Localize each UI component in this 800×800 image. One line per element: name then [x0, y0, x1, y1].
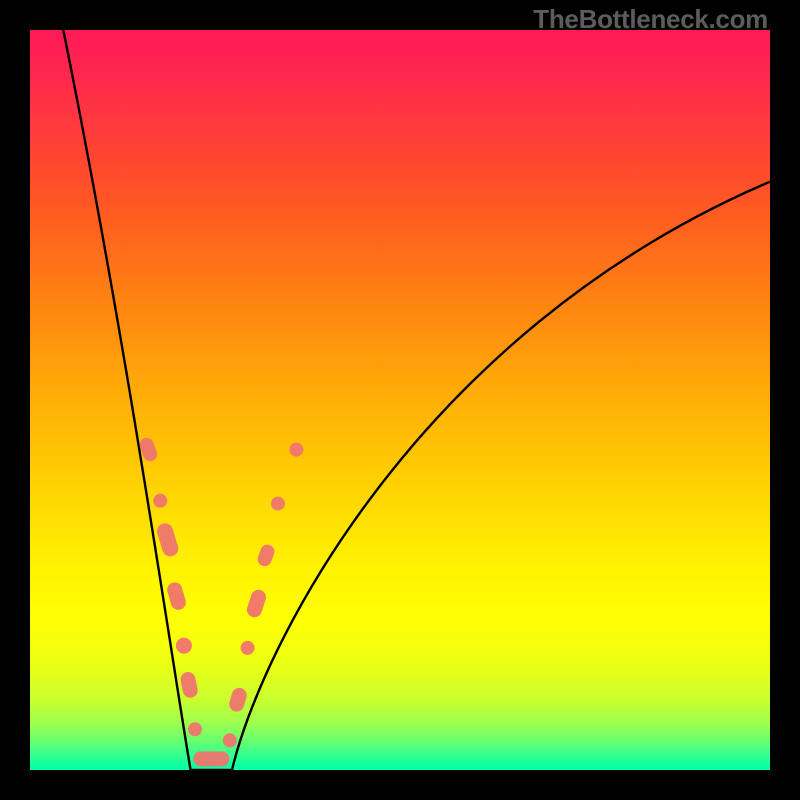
chart-background-gradient: [30, 30, 770, 770]
chart-wrapper: [30, 30, 770, 770]
watermark-text: TheBottleneck.com: [533, 4, 768, 35]
